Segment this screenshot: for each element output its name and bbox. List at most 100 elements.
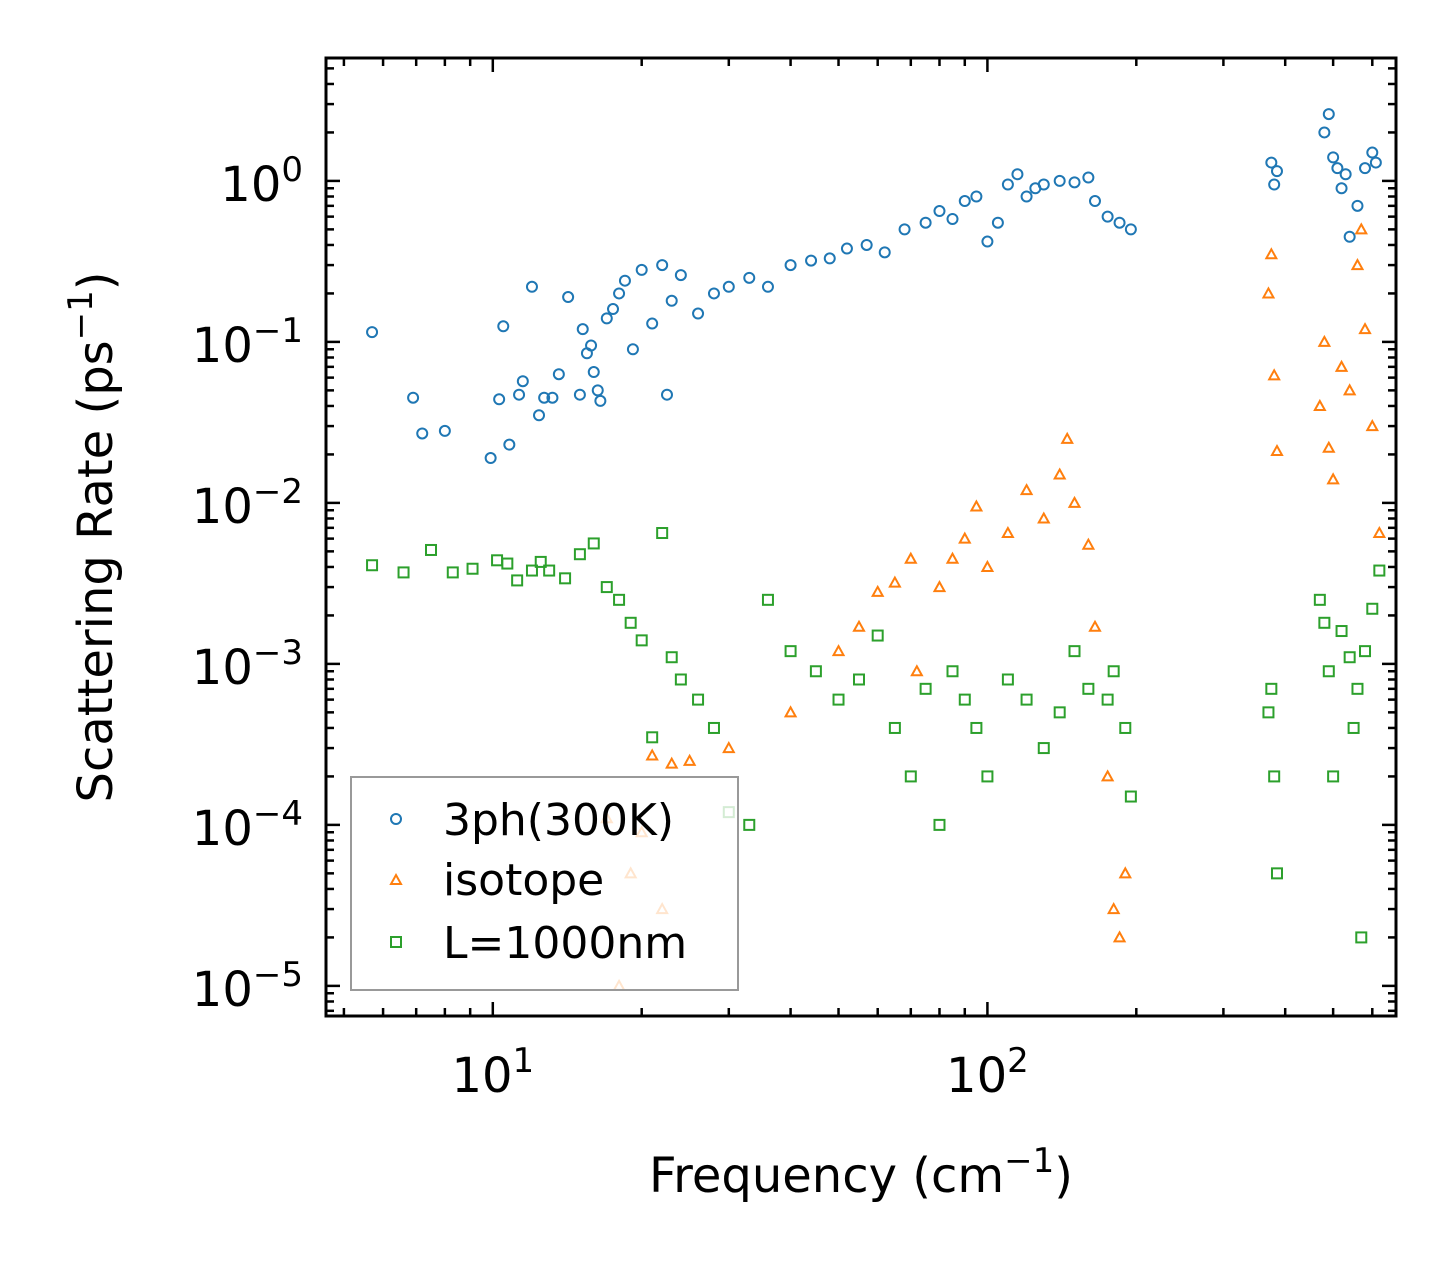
data-point xyxy=(552,368,565,381)
x-axis-title-sup: −1 xyxy=(1004,1141,1054,1181)
data-point xyxy=(1331,162,1344,175)
data-point xyxy=(1068,645,1081,658)
data-point xyxy=(743,818,756,831)
y-axis-title: Scattering Rate (ps−1) xyxy=(61,271,124,802)
data-point xyxy=(1322,440,1336,453)
data-point xyxy=(397,566,410,579)
data-point xyxy=(958,693,971,706)
y-tick-label-exp: −2 xyxy=(253,472,303,512)
data-point xyxy=(919,682,932,695)
x-axis-title-base: Frequency (cm xyxy=(649,1148,1004,1204)
data-point xyxy=(665,294,678,307)
data-point xyxy=(1270,443,1284,457)
data-point xyxy=(840,242,853,255)
data-point xyxy=(852,619,866,632)
y-axis-title-base: Scattering Rate (ps xyxy=(68,340,124,802)
data-point xyxy=(1113,216,1126,229)
data-point xyxy=(823,252,836,265)
data-point xyxy=(438,424,451,437)
data-point xyxy=(533,409,546,422)
data-point xyxy=(1119,721,1132,734)
x-tick-label-exp: 1 xyxy=(513,1041,535,1081)
y-tick-label: 10−1 xyxy=(192,311,303,374)
data-point xyxy=(682,753,697,766)
data-point xyxy=(1343,651,1356,664)
data-point xyxy=(783,705,798,718)
legend: 3ph(300K) isotope L=1000nm xyxy=(350,776,739,991)
x-tick-label-base: 10 xyxy=(451,1048,512,1104)
data-point xyxy=(1268,178,1281,191)
data-point xyxy=(932,580,947,593)
data-point xyxy=(958,195,971,208)
data-point xyxy=(1366,602,1379,615)
data-point xyxy=(573,548,586,561)
data-point xyxy=(1001,525,1015,539)
data-point xyxy=(969,499,984,512)
data-point xyxy=(665,651,678,664)
data-point xyxy=(919,216,932,229)
data-point xyxy=(852,673,865,686)
data-point xyxy=(543,564,556,577)
data-point xyxy=(904,770,917,783)
data-point xyxy=(600,581,613,594)
data-point xyxy=(1019,483,1034,496)
data-point xyxy=(946,665,959,678)
data-point xyxy=(624,616,637,629)
data-point xyxy=(1355,931,1368,944)
data-point xyxy=(832,693,845,706)
data-point xyxy=(656,527,669,540)
y-tick-label-base: 10 xyxy=(192,318,253,374)
data-point xyxy=(692,307,705,320)
data-point xyxy=(366,326,379,339)
legend-marker-3ph xyxy=(390,813,402,825)
plot-frame xyxy=(324,56,1398,1018)
data-point xyxy=(1342,383,1357,396)
data-point xyxy=(1060,431,1074,444)
data-point xyxy=(831,644,846,657)
y-tick-label-base: 10 xyxy=(192,801,253,857)
data-point xyxy=(1081,537,1096,550)
data-point xyxy=(784,259,797,272)
data-point xyxy=(1351,682,1364,695)
data-point xyxy=(618,274,631,287)
data-point xyxy=(1082,682,1095,695)
data-point xyxy=(1001,673,1014,686)
data-point xyxy=(1354,222,1368,235)
data-point xyxy=(1037,178,1050,191)
data-point xyxy=(1265,156,1278,169)
data-point xyxy=(501,557,514,570)
data-point xyxy=(656,259,669,272)
data-point xyxy=(594,394,607,407)
data-point xyxy=(980,559,995,572)
y-tick-label-exp: −5 xyxy=(253,955,303,995)
data-point xyxy=(525,280,538,293)
data-point xyxy=(981,770,994,783)
data-point xyxy=(1112,930,1127,943)
data-point xyxy=(635,634,648,647)
data-point xyxy=(1318,616,1331,629)
legend-box xyxy=(350,776,739,991)
data-point xyxy=(1270,867,1283,880)
data-point xyxy=(1107,665,1120,678)
data-point xyxy=(559,572,572,585)
data-point xyxy=(1100,769,1115,782)
data-point xyxy=(366,559,379,572)
data-point xyxy=(933,818,946,831)
data-point xyxy=(707,721,720,734)
data-point xyxy=(1265,682,1278,695)
data-point xyxy=(1088,619,1102,632)
data-point xyxy=(707,287,720,300)
data-point xyxy=(1037,742,1050,755)
data-point xyxy=(1335,182,1348,195)
y-axis-title-end: ) xyxy=(68,271,124,290)
data-point xyxy=(1001,178,1014,191)
data-point xyxy=(722,741,736,754)
legend-label-3ph: 3ph(300K) xyxy=(443,795,674,846)
data-point xyxy=(1262,706,1275,719)
data-point xyxy=(665,756,679,769)
data-point xyxy=(958,531,972,544)
y-tick-label-exp: −3 xyxy=(253,633,303,673)
data-point xyxy=(587,366,600,379)
data-point xyxy=(1053,174,1066,187)
data-point xyxy=(1366,146,1379,159)
